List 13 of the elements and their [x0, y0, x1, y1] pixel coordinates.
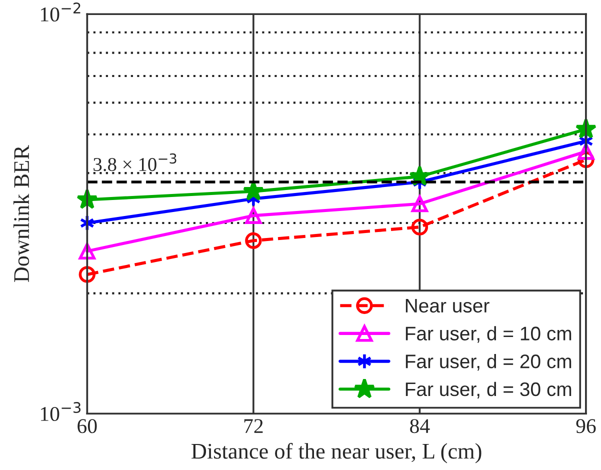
- legend-label: Far user, d = 10 cm: [406, 326, 572, 343]
- x-axis-title: Distance of the near user, L (cm): [192, 442, 482, 464]
- y-axis-title: Downlink BER: [13, 145, 30, 282]
- x-tick-label: 96: [576, 419, 596, 434]
- x-tick-label: 72: [244, 419, 263, 433]
- x-tick-label: 84: [410, 419, 430, 434]
- y-tick-label: 10$^{−2}$: [40, 2, 80, 22]
- legend-label: Far user, d = 20 cm: [406, 354, 572, 371]
- y-tick-label: 10$^{−3}$: [40, 402, 81, 422]
- ref-line-label: 3.8 × 10$^{−3}$: [94, 153, 176, 172]
- legend-label: Far user, d = 30 cm: [406, 382, 572, 398]
- x-tick-label: 60: [78, 419, 97, 434]
- legend-label: Near user: [406, 299, 490, 313]
